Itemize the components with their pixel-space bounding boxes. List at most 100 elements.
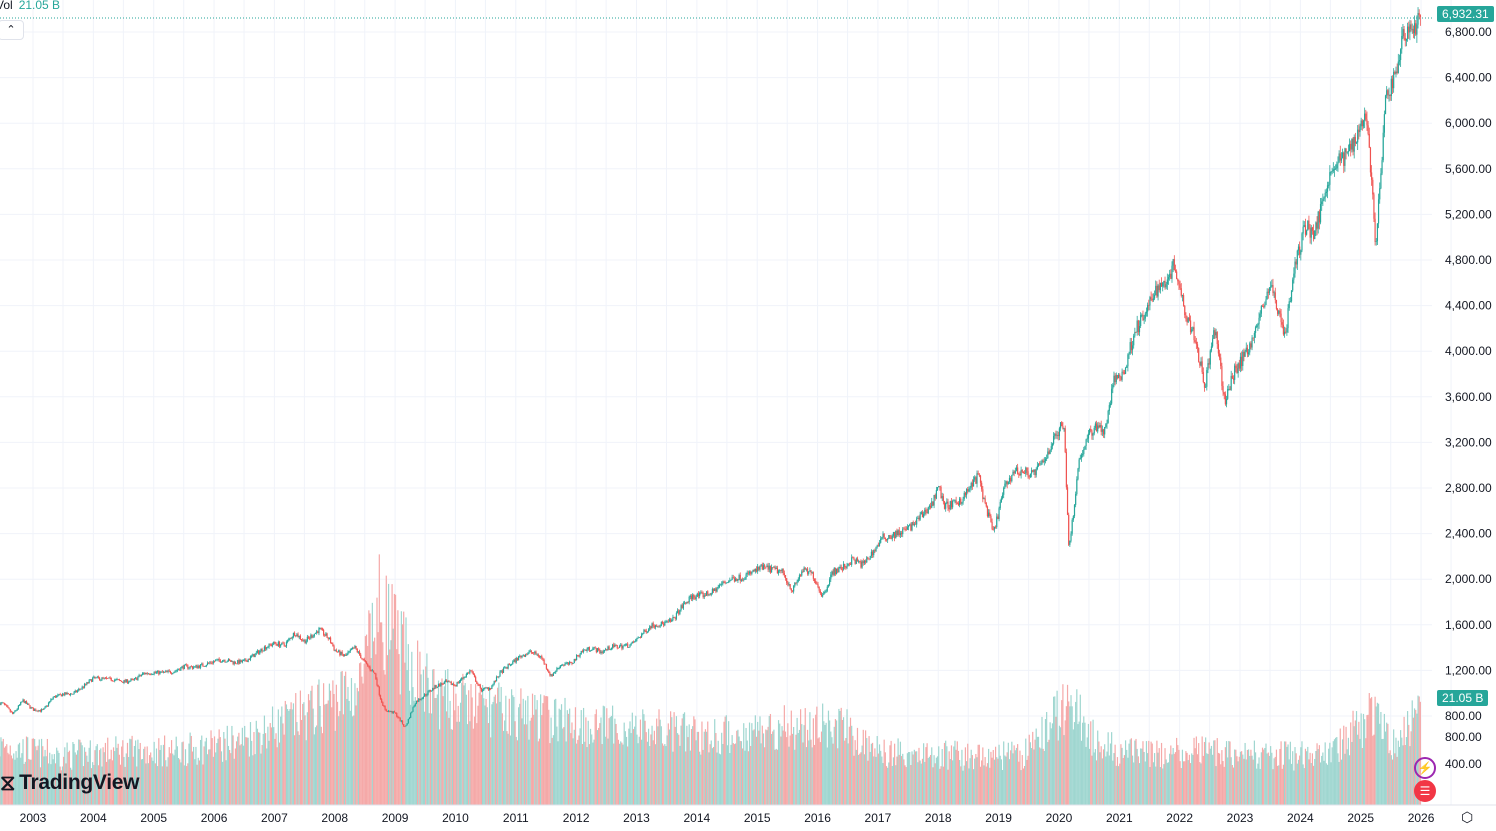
lightning-icon[interactable]: ⚡ xyxy=(1414,757,1436,779)
volume-bar xyxy=(605,736,607,805)
tradingview-logo[interactable]: ⧖ TradingView xyxy=(0,770,139,796)
volume-bar xyxy=(52,759,54,805)
candle xyxy=(744,578,746,580)
candle xyxy=(434,685,436,689)
candle xyxy=(1218,353,1221,358)
candle xyxy=(800,575,802,577)
volume-bar xyxy=(538,738,541,805)
volume-bar xyxy=(408,690,411,805)
volume-bar xyxy=(170,740,173,805)
volume-bar xyxy=(1111,732,1113,805)
volume-bar xyxy=(1095,760,1098,805)
candle xyxy=(161,671,163,673)
volume-bar xyxy=(803,725,805,805)
candle xyxy=(1088,428,1091,434)
candle xyxy=(752,569,754,572)
candle xyxy=(813,578,816,581)
settings-icon[interactable]: ⬡ xyxy=(1461,809,1474,825)
volume-bar xyxy=(737,729,739,805)
candle xyxy=(527,653,529,655)
candle xyxy=(766,565,768,567)
candle xyxy=(1034,469,1036,476)
volume-bar xyxy=(689,750,691,805)
volume-bar xyxy=(616,733,618,805)
time-axis[interactable]: 2003 2004 2005 2006 2007 2008 2009 2010 2011 2012… xyxy=(20,811,1435,825)
volume-bar xyxy=(485,698,487,805)
candle xyxy=(1401,35,1403,50)
candle xyxy=(866,557,868,563)
candle xyxy=(280,644,282,647)
volume-bar xyxy=(904,765,906,805)
volume-bar xyxy=(318,679,320,805)
candle xyxy=(643,629,645,634)
volume-bar xyxy=(979,766,982,805)
candle xyxy=(1214,330,1216,336)
candle xyxy=(717,587,719,589)
candle xyxy=(1158,285,1160,291)
volume-bar xyxy=(1087,723,1090,805)
candle xyxy=(277,642,279,646)
time-tick-label: 2011 xyxy=(503,811,529,825)
volume-bar xyxy=(278,742,281,805)
candle xyxy=(917,517,919,519)
candle xyxy=(683,602,686,604)
volume-bar xyxy=(899,741,902,805)
volume-bar xyxy=(806,729,809,805)
volume-bar xyxy=(1000,759,1002,805)
candle xyxy=(1123,372,1126,374)
candle xyxy=(1184,305,1186,316)
volume-bar xyxy=(22,739,24,805)
candle xyxy=(1209,350,1211,365)
volume-bar xyxy=(134,740,137,805)
collapse-legend-button[interactable]: ⌃ xyxy=(0,20,24,40)
volume-bar xyxy=(786,737,788,805)
volume-bar xyxy=(1369,698,1372,805)
candle xyxy=(635,639,637,642)
volume-bar xyxy=(733,744,736,805)
volume-bar xyxy=(45,756,47,805)
candle xyxy=(1192,327,1194,330)
candle xyxy=(780,570,782,571)
price-axis[interactable]: 800.001,200.001,600.002,000.002,400.002,… xyxy=(1445,25,1492,723)
volume-bar xyxy=(1173,753,1175,805)
candle xyxy=(599,650,601,653)
time-tick-label: 2022 xyxy=(1166,811,1193,825)
volume-bar xyxy=(348,700,350,805)
volume-bar xyxy=(1033,749,1035,805)
candle xyxy=(996,516,998,528)
candle xyxy=(585,649,587,651)
volume-bar xyxy=(343,675,346,805)
volume-bar xyxy=(1105,756,1107,805)
volume-bar xyxy=(1251,755,1253,805)
volume-bar xyxy=(697,731,700,805)
candle xyxy=(419,698,421,700)
volume-bar xyxy=(132,756,134,805)
volume-bar xyxy=(415,703,418,805)
candle xyxy=(695,596,697,600)
candle xyxy=(54,696,57,698)
candle xyxy=(400,720,402,722)
volume-bar xyxy=(183,765,185,805)
volume-bar xyxy=(119,764,122,805)
candle xyxy=(810,570,812,573)
candle xyxy=(567,662,570,665)
volume-bar xyxy=(401,624,404,805)
candle xyxy=(141,673,144,675)
candle xyxy=(490,688,492,689)
candle xyxy=(923,513,925,518)
volume-bar xyxy=(674,726,676,805)
candle xyxy=(882,533,884,538)
candle xyxy=(753,569,755,572)
candle xyxy=(167,670,169,672)
volume-bar xyxy=(303,702,305,805)
candle xyxy=(1366,119,1368,126)
candle xyxy=(786,578,788,583)
candle xyxy=(291,637,293,639)
candle xyxy=(1417,13,1419,25)
us-flag-icon[interactable]: ☰ xyxy=(1414,780,1436,802)
volume-bar xyxy=(523,724,525,805)
candle xyxy=(747,572,749,574)
volume-bar xyxy=(1338,761,1340,805)
volume-bar xyxy=(1366,715,1368,805)
